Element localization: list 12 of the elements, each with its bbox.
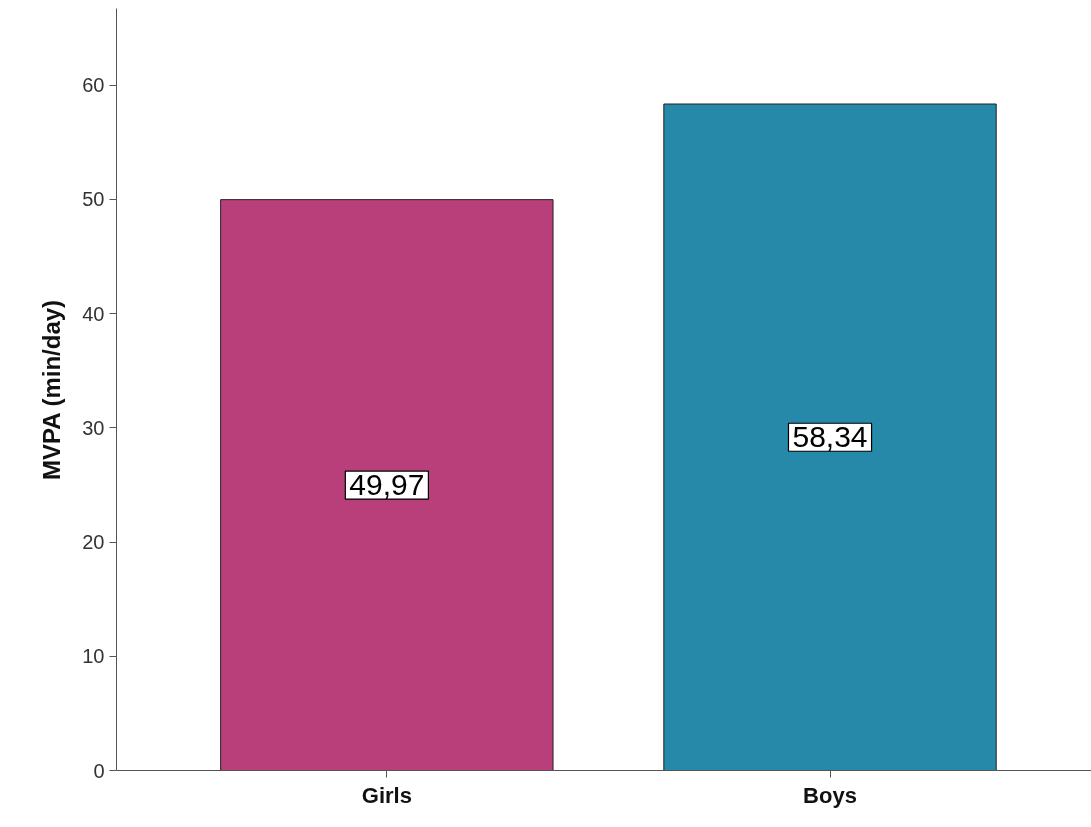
y-tick-label: 30 (82, 416, 105, 439)
data-label: 49,97 (349, 468, 425, 502)
y-axis-title: MVPA (min/day) (38, 299, 66, 480)
data-label: 58,34 (792, 420, 868, 454)
y-tick-label: 60 (82, 74, 105, 97)
x-tick-label: Boys (803, 782, 857, 808)
y-tick-label: 50 (82, 188, 105, 211)
y-tick-label: 0 (93, 759, 105, 782)
y-tick-label: 20 (82, 531, 105, 554)
x-tick-label: Girls (361, 782, 412, 808)
y-tick-label: 40 (82, 302, 105, 325)
y-tick-label: 10 (82, 645, 105, 668)
